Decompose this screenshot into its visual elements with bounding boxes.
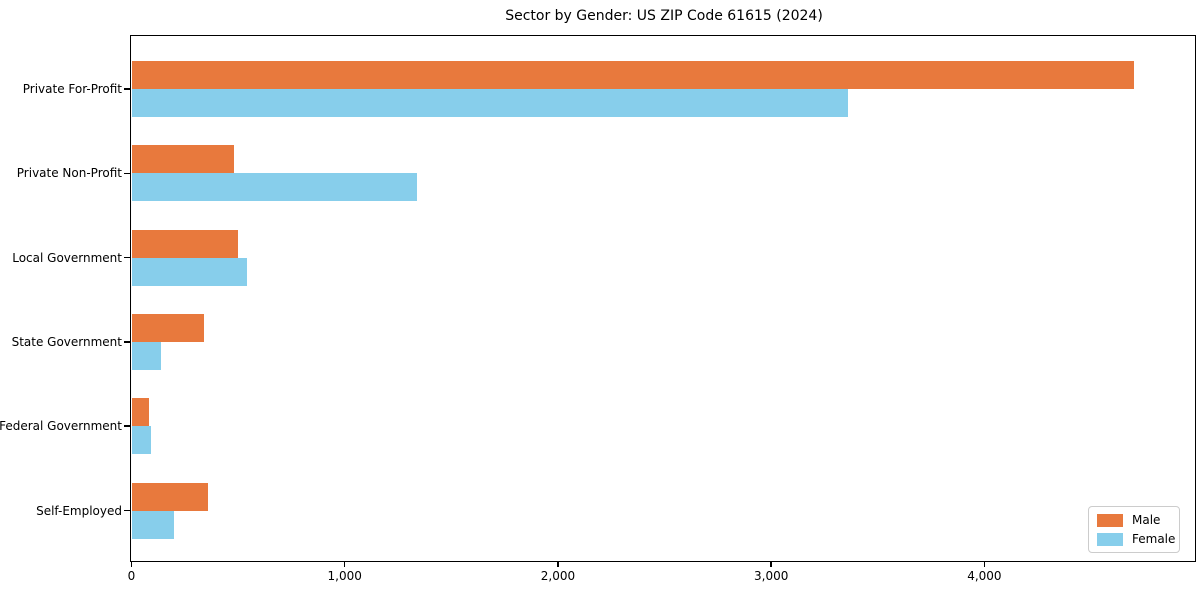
x-tick-label: 0 [127, 569, 136, 583]
y-tick-label: Self-Employed [36, 503, 122, 518]
bar-male-1 [131, 145, 234, 174]
legend-label-male: Male [1132, 513, 1161, 527]
x-tick-mark [343, 560, 346, 567]
y-tick-label: Local Government [12, 250, 122, 265]
y-tick-mark [123, 256, 130, 259]
legend-label-female: Female [1132, 532, 1176, 546]
x-tick-label: 2,000 [540, 569, 576, 583]
y-tick-label: Private For-Profit [22, 82, 122, 96]
bars-layer [123, 37, 1196, 567]
y-tick-label: Federal Government [0, 419, 122, 434]
bar-female-0 [131, 89, 848, 117]
x-tick-mark [557, 560, 559, 567]
y-tick-mark [123, 88, 130, 90]
bar-male-4 [131, 398, 149, 427]
bar-male-2 [131, 229, 239, 258]
bar-male-5 [131, 482, 209, 511]
y-tick-mark [123, 341, 130, 343]
bar-female-4 [131, 426, 151, 455]
legend: Male Female [1088, 506, 1180, 553]
y-tick-mark [123, 509, 130, 512]
y-tick-label: Private Non-Profit [16, 166, 122, 181]
chart-title: Sector by Gender: US ZIP Code 61615 (202… [505, 8, 823, 24]
legend-item-female: Female [1097, 532, 1175, 546]
bar-male-0 [131, 61, 1134, 89]
bar-male-3 [131, 313, 204, 342]
bar-female-1 [131, 173, 418, 202]
legend-item-male: Male [1097, 513, 1171, 527]
y-tick-mark [123, 172, 130, 175]
y-tick-label: State Government [11, 334, 122, 349]
y-tick-mark [123, 425, 130, 427]
bar-female-2 [131, 257, 247, 286]
x-axis-labels: 0 1,000 2,000 3,000 4,000 [128, 569, 1196, 587]
female-swatch-icon [1097, 532, 1123, 546]
bar-female-3 [131, 341, 162, 370]
x-tick-mark [983, 560, 986, 567]
male-swatch-icon [1097, 513, 1123, 527]
x-tick-label: 1,000 [327, 569, 362, 583]
y-axis-labels: Private For-Profit Private Non-Profit Loca… [0, 37, 122, 561]
x-tick-mark [770, 560, 772, 567]
x-tick-label: 3,000 [753, 569, 789, 583]
plot-area [130, 35, 1196, 562]
x-tick-label: 4,000 [967, 569, 1002, 583]
bar-female-5 [131, 510, 175, 539]
x-tick-mark [130, 560, 133, 567]
